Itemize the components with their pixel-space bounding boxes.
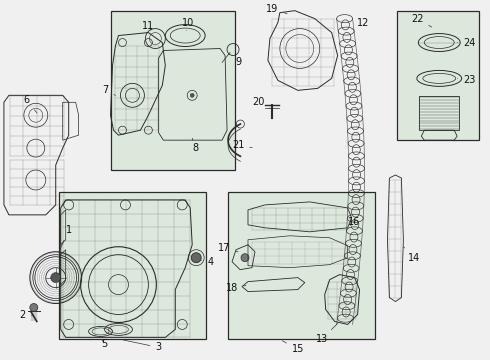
Text: 3: 3: [123, 340, 161, 352]
Text: 2: 2: [20, 310, 33, 320]
Circle shape: [190, 93, 194, 97]
Text: 13: 13: [316, 323, 338, 345]
Text: 22: 22: [411, 14, 432, 27]
Text: 1: 1: [59, 225, 72, 252]
Circle shape: [30, 303, 38, 311]
Text: 7: 7: [102, 85, 116, 95]
FancyBboxPatch shape: [111, 11, 235, 170]
Text: 5: 5: [101, 339, 108, 349]
Text: 12: 12: [352, 18, 370, 29]
FancyBboxPatch shape: [59, 192, 206, 339]
Circle shape: [191, 253, 201, 263]
Circle shape: [241, 254, 249, 262]
Circle shape: [51, 273, 61, 283]
FancyBboxPatch shape: [397, 11, 479, 140]
Text: 21: 21: [232, 140, 252, 150]
Text: 6: 6: [24, 95, 37, 113]
Text: 10: 10: [182, 18, 195, 31]
Text: 8: 8: [192, 138, 198, 153]
Text: 15: 15: [282, 341, 304, 354]
Text: 24: 24: [457, 37, 475, 48]
Text: 23: 23: [457, 75, 475, 85]
Text: 14: 14: [403, 247, 420, 263]
Text: 19: 19: [266, 4, 287, 14]
Text: 9: 9: [232, 55, 241, 67]
Text: 11: 11: [142, 21, 154, 31]
Text: 18: 18: [226, 283, 246, 293]
Text: 4: 4: [201, 257, 213, 267]
FancyBboxPatch shape: [228, 192, 375, 339]
Text: 17: 17: [218, 243, 238, 253]
Text: 16: 16: [348, 217, 361, 227]
Text: 20: 20: [252, 97, 270, 108]
